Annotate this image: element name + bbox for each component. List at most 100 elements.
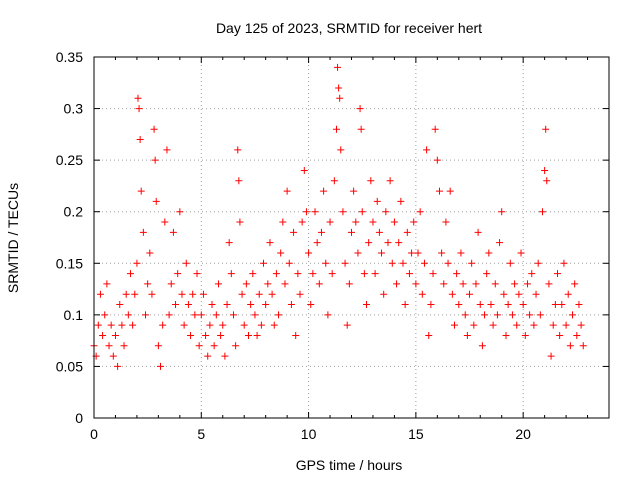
y-tick-label: 0.1 xyxy=(64,307,84,323)
data-point xyxy=(328,270,336,278)
data-point xyxy=(427,301,435,309)
data-point xyxy=(451,321,458,329)
data-point xyxy=(154,342,162,350)
data-point xyxy=(438,249,446,257)
data-point xyxy=(560,259,568,267)
data-point xyxy=(247,301,255,309)
data-point xyxy=(225,239,233,247)
data-point xyxy=(453,270,461,278)
data-point xyxy=(534,259,542,267)
data-point xyxy=(363,301,371,309)
data-point xyxy=(352,218,360,226)
data-point xyxy=(545,280,553,288)
data-point xyxy=(294,270,302,278)
data-point xyxy=(157,362,165,370)
data-point xyxy=(197,311,205,319)
data-point xyxy=(180,321,188,329)
data-point xyxy=(206,321,214,329)
data-point xyxy=(292,331,300,339)
data-point xyxy=(380,290,388,298)
data-point xyxy=(144,280,152,288)
data-point xyxy=(369,218,377,226)
data-point xyxy=(461,311,469,319)
data-point xyxy=(566,342,574,350)
data-point xyxy=(412,280,420,288)
data-point xyxy=(547,352,555,360)
data-point xyxy=(334,63,342,71)
data-point xyxy=(193,270,201,278)
data-point xyxy=(474,228,482,236)
data-point xyxy=(277,249,285,257)
y-tick-label: 0.25 xyxy=(56,152,83,168)
data-point xyxy=(397,197,405,205)
data-point xyxy=(444,259,452,267)
data-point xyxy=(549,321,557,329)
data-point xyxy=(283,187,291,195)
data-point xyxy=(579,342,587,350)
data-point xyxy=(187,331,195,339)
data-point xyxy=(388,259,396,267)
data-point xyxy=(403,228,411,236)
data-point xyxy=(116,301,124,309)
data-point xyxy=(343,321,351,329)
data-point xyxy=(455,301,463,309)
data-point xyxy=(542,125,550,133)
data-point xyxy=(161,218,169,226)
y-tick-label: 0.3 xyxy=(64,101,84,117)
data-point xyxy=(298,218,306,226)
data-point xyxy=(336,94,344,102)
data-point xyxy=(182,259,190,267)
data-point xyxy=(360,270,368,278)
data-point xyxy=(489,321,497,329)
data-point xyxy=(114,362,122,370)
data-point xyxy=(120,342,128,350)
data-point xyxy=(311,208,319,216)
data-point xyxy=(513,321,521,329)
data-point xyxy=(378,249,386,257)
data-point xyxy=(502,331,510,339)
data-point xyxy=(229,311,237,319)
data-point xyxy=(498,208,506,216)
data-point xyxy=(350,187,358,195)
data-point xyxy=(148,290,156,298)
data-point xyxy=(365,239,373,247)
data-point xyxy=(322,259,330,267)
data-point xyxy=(305,249,313,257)
data-point xyxy=(199,290,207,298)
data-point xyxy=(528,270,536,278)
data-point xyxy=(457,249,465,257)
data-point xyxy=(373,197,381,205)
data-point xyxy=(232,342,240,350)
data-point xyxy=(562,321,570,329)
x-tick-label: 15 xyxy=(408,426,424,442)
x-tick-label: 0 xyxy=(90,426,98,442)
data-point xyxy=(131,290,139,298)
data-point xyxy=(382,208,390,216)
data-point xyxy=(134,94,142,102)
data-point xyxy=(324,311,332,319)
data-point xyxy=(287,301,295,309)
data-point xyxy=(433,156,441,164)
data-point xyxy=(573,331,581,339)
data-point xyxy=(167,280,175,288)
data-point xyxy=(191,311,199,319)
data-point xyxy=(99,331,107,339)
data-point xyxy=(472,280,480,288)
data-point xyxy=(204,352,212,360)
data-point xyxy=(240,321,248,329)
data-point xyxy=(272,270,280,278)
data-point xyxy=(357,125,365,133)
data-point xyxy=(221,352,229,360)
data-point xyxy=(517,249,525,257)
data-point xyxy=(290,228,298,236)
data-point xyxy=(496,239,504,247)
data-point xyxy=(315,280,323,288)
data-point xyxy=(493,311,501,319)
data-point xyxy=(214,280,222,288)
data-point xyxy=(519,301,527,309)
data-point xyxy=(242,280,250,288)
data-point xyxy=(94,321,102,329)
data-point xyxy=(386,177,394,185)
